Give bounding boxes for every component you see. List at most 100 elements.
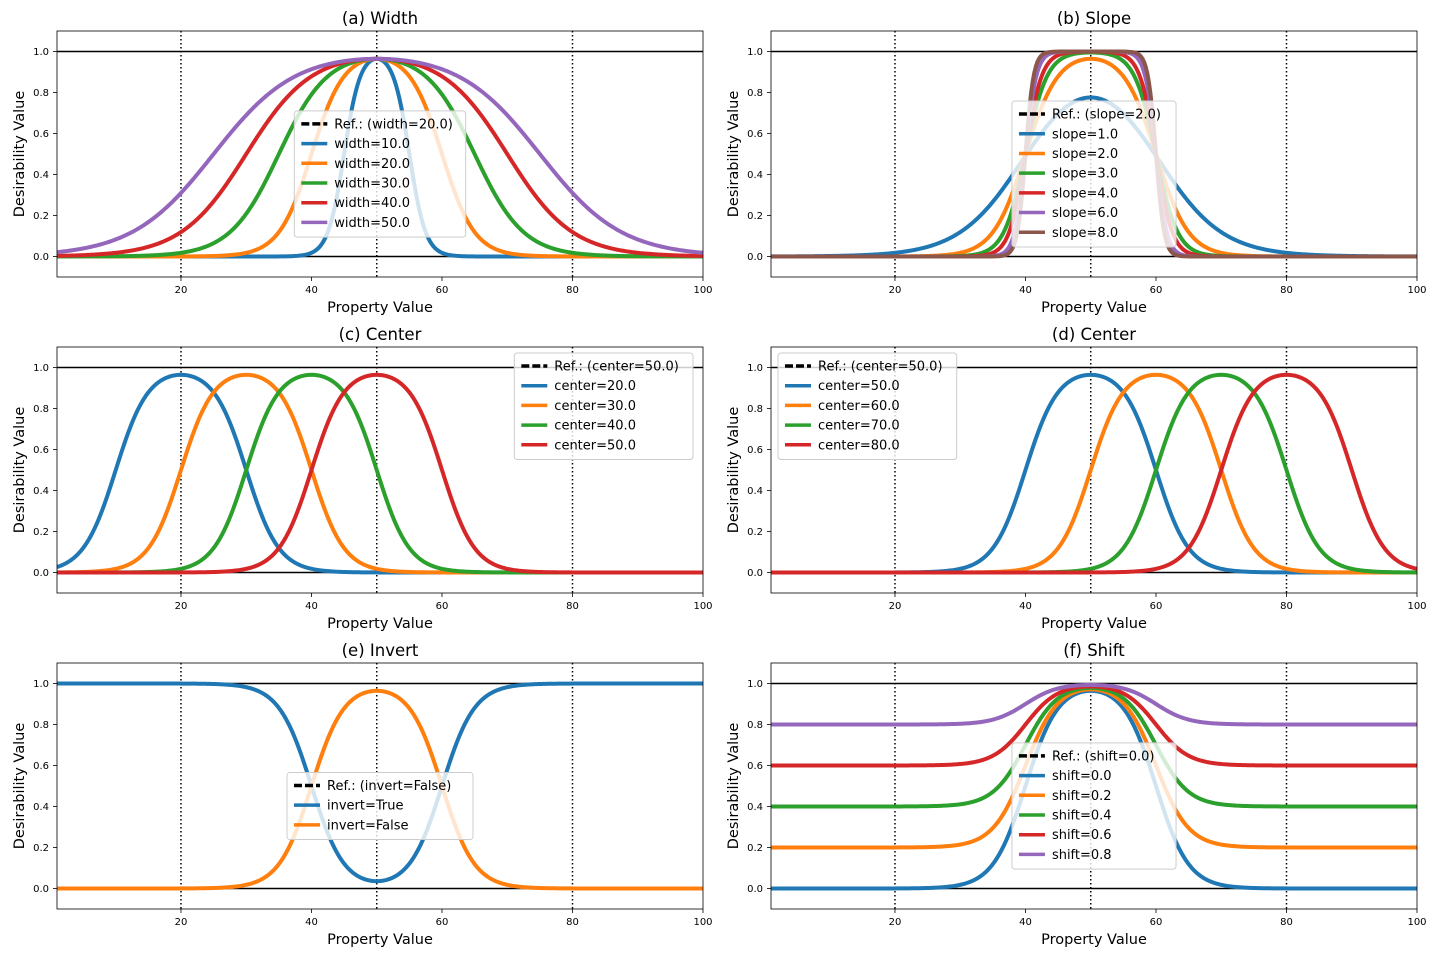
legend-box [1011,100,1177,248]
axes-frame [770,346,1418,594]
y-tick-label: 1.0 [747,679,763,690]
x-tick-label: 80 [566,285,579,296]
series-line-shift=0.8 [771,682,1417,727]
y-tick-label: 0.6 [33,761,49,772]
legend-label: center=30.0 [554,399,636,414]
legend-label: slope=6.0 [1052,206,1118,221]
y-tick-label: 0.0 [33,252,49,263]
x-axis-label: Property Value [327,932,433,948]
y-tick-label: 0.0 [33,568,49,579]
series-lines [57,681,703,891]
y-axis-label: Desirability Value [726,91,742,218]
legend-label: Ref.: (slope=2.0) [1052,108,1161,123]
legend-label: Ref.: (width=20.0) [334,117,453,132]
x-tick-label: 40 [1019,601,1032,612]
series-lines [771,49,1417,259]
x-tick-label: 100 [1407,917,1426,928]
x-tick-label: 100 [1407,601,1426,612]
x-tick-label: 100 [693,601,712,612]
y-tick-label: 0.2 [33,527,49,538]
y-tick-label: 0.2 [747,211,763,222]
series-line-center=80.0 [771,372,1417,575]
x-tick-label: 60 [436,285,449,296]
y-tick-label: 0.8 [33,720,49,731]
y-tick-label: 0.2 [747,843,763,854]
x-tick-label: 100 [693,917,712,928]
legend-label: slope=1.0 [1052,127,1118,142]
x-axis-label: Property Value [1041,932,1147,948]
series-lines [57,56,703,259]
legend: Ref.: (width=20.0) width=10.0 width=20.0 wi… [293,110,467,238]
y-tick-label: 0.4 [747,802,763,813]
legend: Ref.: (slope=2.0) slope=1.0 slope=2.0 slope… [1011,100,1177,248]
panel-a: (a) Width Property Value Desirability Valu… [12,9,713,316]
y-tick-label: 0.8 [33,404,49,415]
y-tick-label: 0.4 [747,486,763,497]
axes-frame [56,662,704,910]
series-lines [771,372,1417,575]
panel-d: (d) Center Property Value Desirability Val… [726,325,1427,632]
legend-label: invert=False [327,818,409,833]
legend-label: width=10.0 [334,137,410,152]
chart-title: (d) Center [1052,325,1136,344]
y-tick-label: 1.0 [747,47,763,58]
x-tick-label: 40 [305,601,318,612]
y-tick-label: 1.0 [33,679,49,690]
legend-label: Ref.: (shift=0.0) [1052,749,1155,764]
y-tick-label: 0.8 [747,88,763,99]
y-tick-label: 0.0 [747,568,763,579]
legend-label: center=50.0 [554,438,636,453]
x-tick-label: 80 [1280,601,1293,612]
panel-f: (f) Shift Property Value Desirability Valu… [726,641,1427,948]
x-axis-label: Property Value [1041,300,1147,316]
legend-label: shift=0.6 [1052,828,1112,843]
chart-title: (a) Width [342,9,418,28]
x-tick-label: 20 [175,601,188,612]
y-tick-label: 1.0 [33,363,49,374]
legend-label: center=60.0 [818,399,900,414]
series-line-center=50.0 [57,372,703,575]
series-lines [771,682,1417,891]
x-tick-label: 20 [889,917,902,928]
legend-label: slope=3.0 [1052,167,1118,182]
chart-title: (c) Center [339,325,422,344]
x-tick-label: 60 [1150,285,1163,296]
x-axis-label: Property Value [327,300,433,316]
y-tick-label: 0.4 [33,486,49,497]
legend-label: Ref.: (center=50.0) [554,360,679,375]
x-tick-label: 20 [889,601,902,612]
y-tick-label: 1.0 [33,47,49,58]
y-axis-label: Desirability Value [12,723,28,850]
y-tick-label: 0.0 [33,884,49,895]
y-axis-label: Desirability Value [726,723,742,850]
legend: Ref.: (center=50.0) center=20.0 center=30.… [513,352,694,460]
x-tick-label: 40 [305,285,318,296]
x-tick-label: 60 [436,601,449,612]
x-tick-label: 20 [175,917,188,928]
series-line-width=50.0 [57,56,703,255]
legend-label: width=30.0 [334,177,410,192]
y-axis-label: Desirability Value [726,407,742,534]
legend-box [286,771,474,841]
x-tick-label: 60 [1150,601,1163,612]
legend: Ref.: (shift=0.0) shift=0.0 shift=0.2 shift… [1011,742,1177,870]
y-axis-label: Desirability Value [12,407,28,534]
y-tick-label: 0.4 [33,170,49,181]
x-tick-label: 20 [889,285,902,296]
x-tick-label: 100 [1407,285,1426,296]
x-tick-label: 40 [1019,285,1032,296]
y-tick-label: 1.0 [747,363,763,374]
y-tick-label: 0.2 [33,843,49,854]
y-tick-label: 0.6 [33,129,49,140]
y-tick-label: 0.4 [747,170,763,181]
x-tick-label: 20 [175,285,188,296]
legend-box [777,352,958,460]
x-tick-label: 40 [1019,917,1032,928]
legend-label: Ref.: (invert=False) [327,779,451,794]
y-tick-label: 0.0 [747,252,763,263]
y-tick-label: 0.6 [747,445,763,456]
axes-frame [56,30,704,278]
chart-title: (b) Slope [1057,9,1131,28]
legend-label: shift=0.2 [1052,789,1112,804]
